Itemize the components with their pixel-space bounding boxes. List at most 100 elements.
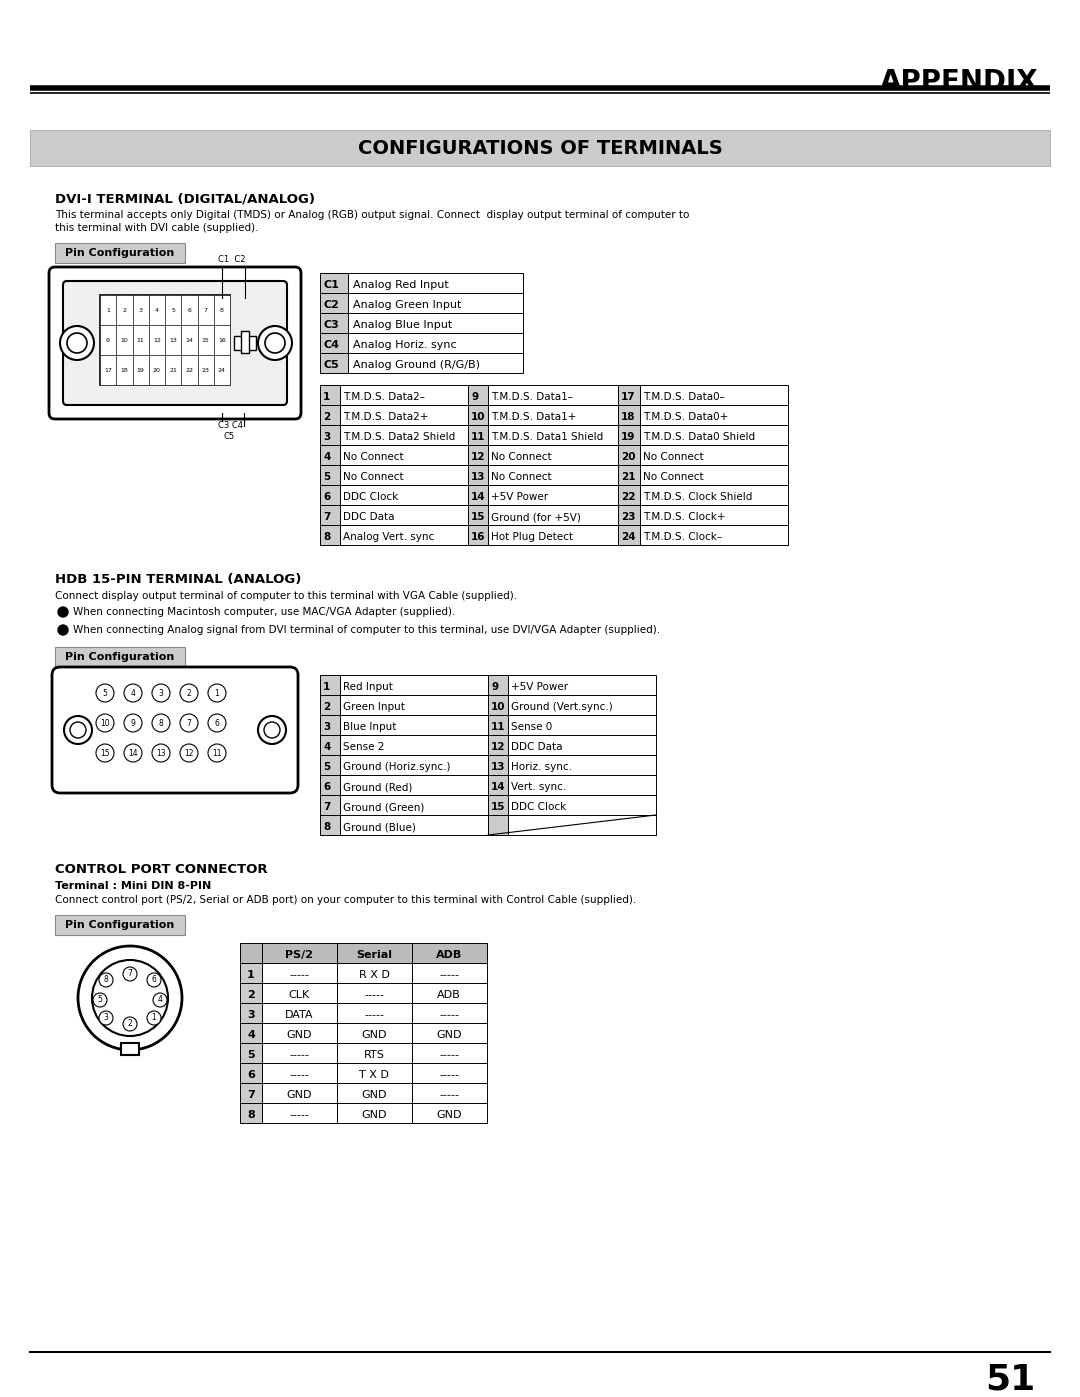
Text: 8: 8 [247, 1111, 255, 1120]
Bar [55, 243, 185, 263]
Text: APPENDIX: APPENDIX [880, 68, 1039, 96]
Text: 3: 3 [323, 432, 330, 441]
Bar [488, 814, 508, 835]
Text: 15: 15 [202, 338, 210, 342]
Text: 23: 23 [621, 511, 635, 522]
Bar [320, 775, 340, 795]
Text: 5: 5 [247, 1051, 255, 1060]
Bar [320, 353, 348, 373]
Text: PS/2: PS/2 [285, 950, 313, 960]
Bar [262, 943, 337, 963]
Text: GND: GND [436, 1030, 462, 1039]
Text: ADB: ADB [436, 950, 462, 960]
Text: -----: ----- [364, 990, 384, 1000]
Bar [198, 326, 214, 355]
Bar [121, 1044, 139, 1055]
Text: 19: 19 [137, 367, 145, 373]
Text: ADB: ADB [437, 990, 461, 1000]
Text: 5: 5 [97, 996, 103, 1004]
Bar [340, 675, 488, 694]
Circle shape [152, 745, 170, 761]
Bar [55, 915, 185, 935]
Text: When connecting Macintosh computer, use MAC/VGA Adapter (supplied).: When connecting Macintosh computer, use … [73, 608, 456, 617]
Bar [348, 313, 523, 332]
Circle shape [147, 972, 161, 988]
Bar [117, 355, 133, 386]
Bar [340, 485, 468, 504]
Text: 1: 1 [215, 689, 219, 697]
Circle shape [124, 714, 141, 732]
Text: 10: 10 [471, 412, 486, 422]
Circle shape [78, 946, 183, 1051]
Text: 14: 14 [129, 749, 138, 757]
Bar [320, 465, 340, 485]
Circle shape [208, 714, 226, 732]
Circle shape [152, 685, 170, 703]
Text: 9: 9 [491, 682, 498, 692]
FancyBboxPatch shape [49, 267, 301, 419]
Bar [488, 446, 618, 465]
Text: 51: 51 [985, 1362, 1036, 1396]
Text: 7: 7 [127, 970, 133, 978]
Text: 7: 7 [323, 802, 330, 812]
Text: 6: 6 [188, 307, 191, 313]
Text: 17: 17 [621, 393, 636, 402]
Text: Connect display output terminal of computer to this terminal with VGA Cable (sup: Connect display output terminal of compu… [55, 591, 517, 601]
Text: +5V Power: +5V Power [491, 492, 549, 502]
Bar [340, 465, 468, 485]
Bar [165, 326, 181, 355]
Text: When connecting Analog signal from DVI terminal of computer to this terminal, us: When connecting Analog signal from DVI t… [73, 624, 660, 636]
Text: DDC Data: DDC Data [343, 511, 394, 522]
Bar [165, 295, 181, 326]
Bar [198, 355, 214, 386]
Bar [488, 775, 508, 795]
Bar [618, 485, 640, 504]
Bar [508, 814, 656, 835]
Bar [117, 326, 133, 355]
Bar [149, 295, 165, 326]
Bar [340, 795, 488, 814]
Text: 10: 10 [121, 338, 129, 342]
Text: C4: C4 [323, 339, 339, 351]
Text: 2: 2 [323, 412, 330, 422]
Text: 15: 15 [491, 802, 505, 812]
Text: 16: 16 [471, 532, 486, 542]
Text: 5: 5 [323, 761, 330, 773]
Text: Hot Plug Detect: Hot Plug Detect [491, 532, 573, 542]
Bar [411, 1063, 487, 1083]
Bar [214, 355, 230, 386]
Text: This terminal accepts only Digital (TMDS) or Analog (RGB) output signal. Connect: This terminal accepts only Digital (TMDS… [55, 210, 689, 219]
Bar [320, 485, 340, 504]
Text: Ground (Red): Ground (Red) [343, 782, 413, 792]
Bar [488, 425, 618, 446]
Text: 6: 6 [323, 492, 330, 502]
Bar [618, 465, 640, 485]
Bar [320, 425, 340, 446]
Bar [618, 405, 640, 425]
Bar [320, 715, 340, 735]
Bar [411, 1044, 487, 1063]
Bar [468, 446, 488, 465]
Text: 4: 4 [131, 689, 135, 697]
Text: 4: 4 [247, 1030, 255, 1039]
Text: 1: 1 [323, 682, 330, 692]
Circle shape [70, 722, 86, 738]
Bar [100, 295, 117, 326]
Bar [337, 963, 411, 983]
Bar [240, 983, 262, 1003]
Circle shape [180, 714, 198, 732]
Bar [100, 355, 117, 386]
Bar [640, 446, 788, 465]
Text: 6: 6 [151, 975, 157, 985]
Text: Ground (Green): Ground (Green) [343, 802, 424, 812]
Circle shape [96, 685, 114, 703]
Bar [640, 386, 788, 405]
Bar [133, 355, 149, 386]
Text: 20: 20 [153, 367, 161, 373]
Bar [240, 963, 262, 983]
Bar [320, 313, 348, 332]
Text: Connect control port (PS/2, Serial or ADB port) on your computer to this termina: Connect control port (PS/2, Serial or AD… [55, 895, 636, 905]
Bar [337, 1023, 411, 1044]
Text: Analog Red Input: Analog Red Input [353, 279, 449, 291]
Text: 3: 3 [138, 307, 143, 313]
